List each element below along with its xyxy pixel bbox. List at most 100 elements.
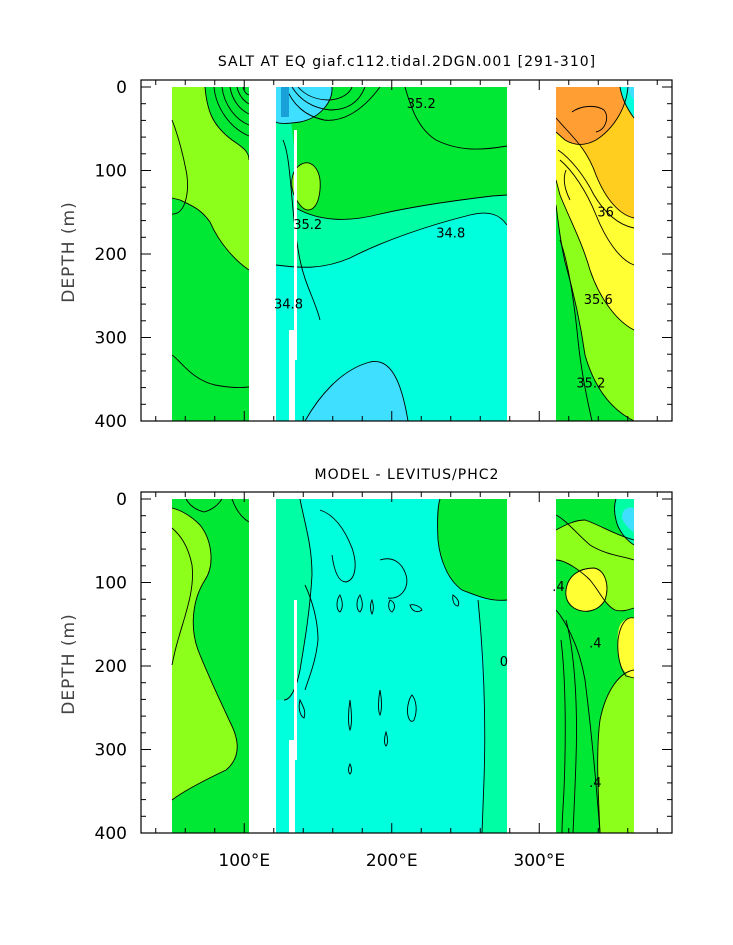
top-central-deep bbox=[305, 361, 408, 421]
bottom-land-1 bbox=[249, 499, 276, 833]
bottom-land-3 bbox=[289, 740, 295, 833]
top-east-c8 bbox=[571, 105, 607, 133]
bottom-central-c8 bbox=[356, 594, 363, 613]
bottom-central-c16 bbox=[348, 762, 352, 775]
bottom-central-strip bbox=[478, 600, 507, 833]
top-title: SALT AT EQ giaf.c112.tidal.2DGN.001 [291… bbox=[218, 54, 596, 70]
bottom-east-lime2 bbox=[597, 670, 634, 833]
top-land-3 bbox=[289, 330, 295, 421]
bottom-y-ticks bbox=[141, 498, 672, 834]
bottom-y-axis-label: DEPTH (m) bbox=[59, 613, 79, 714]
bottom-land-4 bbox=[294, 600, 297, 760]
top-west-cont4 bbox=[171, 354, 250, 389]
bottom-contour-labels: 0 .4 .4 .4 bbox=[500, 580, 602, 791]
top-west-tight5 bbox=[242, 86, 250, 96]
top-central-c10 bbox=[282, 139, 321, 321]
top-central-c8 bbox=[291, 86, 366, 111]
y-tick-label: 100 bbox=[95, 574, 127, 594]
bottom-central-c5 bbox=[379, 558, 408, 599]
y-tick-label: 0 bbox=[116, 490, 127, 510]
bottom-east-cyan2 bbox=[622, 507, 634, 532]
top-central-c1 bbox=[404, 86, 508, 150]
top-central-salty-eddy bbox=[291, 162, 321, 210]
y-tick-label: 400 bbox=[95, 412, 127, 432]
y-tick-label: 0 bbox=[116, 78, 127, 98]
contour-label: 35.2 bbox=[407, 97, 436, 112]
top-east-c3 bbox=[555, 117, 635, 219]
bottom-central-c7 bbox=[336, 594, 343, 613]
bottom-east-c2 bbox=[555, 559, 635, 612]
top-central-c7 bbox=[285, 86, 381, 121]
bottom-panel: MODEL - LEVITUS/PHC2 bbox=[59, 467, 673, 871]
bottom-central-c3 bbox=[477, 599, 486, 834]
bottom-title: MODEL - LEVITUS/PHC2 bbox=[315, 467, 500, 483]
top-central-lower bbox=[276, 213, 507, 421]
top-west-tight3 bbox=[229, 86, 250, 115]
top-y-ticks bbox=[141, 86, 672, 422]
bottom-y-tick-labels: 0 100 200 300 400 bbox=[95, 490, 127, 844]
bottom-section-east bbox=[555, 498, 635, 834]
bottom-east-yellow1 bbox=[565, 568, 607, 612]
bottom-land-2 bbox=[507, 499, 556, 833]
bottom-east-c4 bbox=[597, 669, 635, 834]
top-central-c5 bbox=[304, 361, 409, 422]
bottom-x-ticks bbox=[155, 492, 658, 833]
bottom-central-c17 bbox=[298, 698, 306, 719]
bottom-east-c9 bbox=[560, 639, 566, 834]
top-east-c7 bbox=[559, 239, 593, 422]
bottom-central-c15 bbox=[384, 730, 388, 747]
top-east-orange bbox=[556, 87, 628, 145]
top-section-west bbox=[171, 86, 250, 421]
top-east-c5 bbox=[559, 159, 635, 266]
contour-label: .4 bbox=[589, 637, 601, 652]
bottom-west-c3 bbox=[231, 498, 250, 523]
bottom-east-yellow2 bbox=[617, 617, 634, 678]
bottom-central-c10 bbox=[409, 604, 423, 613]
top-east-c10 bbox=[619, 86, 635, 119]
y-tick-label: 200 bbox=[95, 245, 127, 265]
contour-label: 34.8 bbox=[274, 297, 303, 312]
top-west-tight1 bbox=[213, 86, 250, 137]
bottom-central-c2 bbox=[283, 498, 313, 701]
top-west-tight2 bbox=[221, 86, 250, 126]
bottom-central-c1 bbox=[437, 498, 508, 601]
bottom-section-west bbox=[171, 498, 250, 833]
bottom-west-c2 bbox=[171, 527, 193, 666]
bottom-central-c12 bbox=[407, 694, 417, 722]
y-tick-label: 300 bbox=[95, 741, 127, 761]
top-east-c4 bbox=[555, 86, 629, 145]
top-west-tight4 bbox=[236, 86, 250, 105]
x-tick-label: 300°E bbox=[513, 851, 565, 871]
top-west-cont bbox=[204, 86, 250, 161]
y-tick-label: 100 bbox=[95, 162, 127, 182]
top-y-tick-labels: 0 100 200 300 400 bbox=[95, 78, 127, 432]
top-x-ticks bbox=[155, 80, 658, 421]
contour-label: 36 bbox=[597, 205, 614, 220]
contour-label: 0 bbox=[500, 655, 508, 670]
top-central-c9 bbox=[297, 86, 353, 101]
bottom-east-c10 bbox=[555, 514, 635, 561]
bottom-west-dark bbox=[172, 528, 193, 665]
bottom-east-c8 bbox=[565, 619, 577, 834]
top-central-c4 bbox=[291, 162, 321, 211]
bottom-east-c6 bbox=[617, 617, 635, 679]
x-tick-label: 200°E bbox=[366, 851, 418, 871]
bottom-x-tick-labels: 100°E 200°E 300°E bbox=[218, 851, 565, 871]
bottom-section-central bbox=[276, 498, 508, 834]
top-central-upper bbox=[276, 87, 507, 150]
bottom-east-lime bbox=[556, 610, 600, 833]
bottom-central-c13 bbox=[378, 689, 382, 716]
top-land-4 bbox=[294, 130, 297, 360]
top-west-band bbox=[172, 87, 249, 270]
y-tick-label: 300 bbox=[95, 329, 127, 349]
top-section-east bbox=[555, 86, 635, 422]
contour-label: 35.2 bbox=[576, 377, 605, 392]
bottom-west-c1 bbox=[171, 507, 238, 801]
contour-label: .4 bbox=[589, 776, 601, 791]
top-east-c1 bbox=[555, 204, 635, 422]
bottom-central-green bbox=[437, 499, 507, 601]
top-central-mid bbox=[283, 87, 507, 220]
top-central-dark-streak bbox=[281, 87, 289, 117]
bottom-west-green bbox=[172, 499, 249, 833]
